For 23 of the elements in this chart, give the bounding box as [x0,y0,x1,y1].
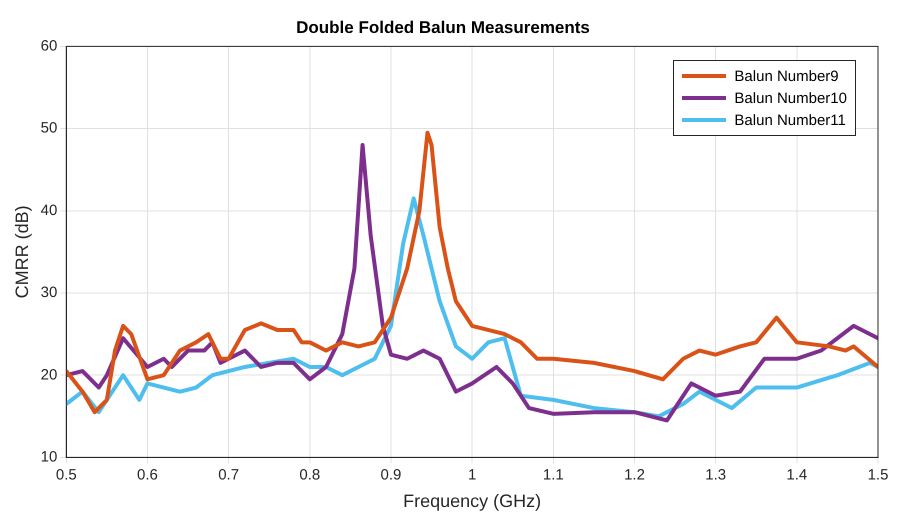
y-axis-title: CMRR (dB) [12,205,32,298]
x-tick-label: 0.5 [56,466,77,484]
x-tick-label: 1 [468,466,476,484]
legend-label: Balun Number9 [734,68,839,85]
y-tick-label: 10 [40,448,58,466]
legend-label: Balun Number11 [734,112,846,129]
y-tick-label: 60 [40,38,58,55]
x-axis-title: Frequency (GHz) [403,491,542,512]
x-tick-label: 1.1 [542,466,564,484]
y-tick-label: 40 [40,202,58,219]
legend-label: Balun Number10 [734,90,847,107]
x-tick-label: 0.7 [218,466,240,484]
x-tick-label: 1.2 [624,466,645,484]
y-tick-label: 30 [40,284,58,302]
y-tick-label: 50 [40,120,58,137]
y-tick-label: 20 [40,366,58,384]
chart-title: Double Folded Balun Measurements [296,18,590,37]
x-tick-label: 1.4 [786,466,808,484]
x-tick-label: 1.3 [705,466,726,484]
x-tick-label: 0.9 [380,466,402,484]
x-tick-label: 0.6 [137,466,158,484]
x-tick-label: 1.5 [868,466,888,484]
x-tick-label: 0.8 [299,466,320,484]
